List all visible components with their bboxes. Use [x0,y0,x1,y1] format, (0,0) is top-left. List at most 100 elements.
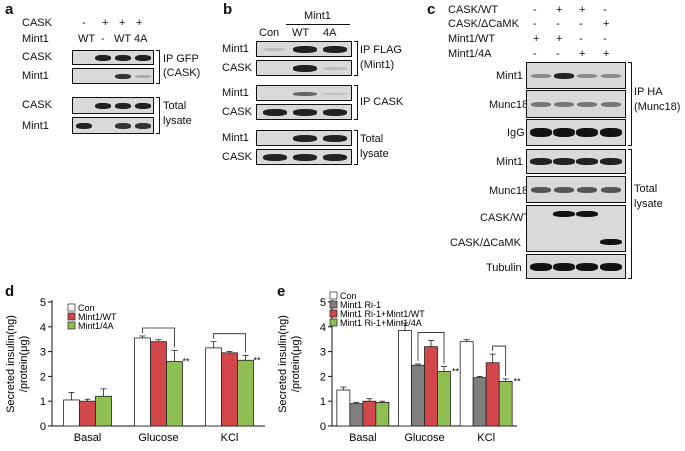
sign-c-r0-c3: - [603,4,607,16]
bracket-c-total [628,149,632,279]
blot-c-total-tubulin [526,254,626,279]
bracket-a-ip [156,50,160,84]
y-tick-label: 3 [320,347,326,359]
significance-bracket [417,332,445,364]
bar [398,330,412,427]
y-tick-label: 2 [320,371,326,383]
lane-wt: WT [292,27,310,39]
blot-c-total-mint1 [526,149,626,174]
bracket-b-flag [354,41,358,76]
blot-label-c7: CASK/ΔCaMK [450,237,521,249]
blot-label-b6: CASK [222,151,252,163]
x-tick-label: Basal [349,432,377,444]
lane-con: Con [259,27,280,39]
bar [336,389,351,427]
y-axis-label-sub: /protein(μg) [290,336,302,392]
legend-swatch [329,309,338,318]
sign-c-r2-c2: - [579,33,583,45]
sign-c-r3-c1: - [556,48,560,60]
bracket-b-cask [354,85,358,120]
sign-c-r3-c2: + [579,48,586,60]
significance-mark: ** [183,357,191,367]
bar [150,341,167,427]
sign-c-r1-c0: - [533,18,537,30]
x-tick-label: KCl [477,432,495,444]
blot-b-ipc-cask [256,104,352,120]
y-tick-label: 4 [320,322,326,334]
blot-label-b3: Mint1 [222,87,249,99]
ip-label-c-sub: (Munc18) [634,101,681,113]
sign-mint1-4: 4A [134,33,148,45]
x-tick-label: Basal [74,432,102,444]
sign-cask-2: + [102,17,109,29]
ip-label-c: IP HA [634,86,663,98]
y-axis-label: Secreted insulin(ng) [277,315,289,413]
blot-a-ip-cask [72,50,154,65]
blot-label-a1: CASK [22,51,52,63]
blot-c-total-munc18 [526,176,626,203]
y-tick-label: 1 [40,396,46,408]
blot-label-b2: CASK [222,62,252,74]
panel-label-d: d [5,283,15,300]
row-label-mint1: Mint1 [22,33,49,45]
blot-label-c5: Munc18 [489,185,529,197]
blot-label-a4: Mint1 [22,120,49,132]
blot-label-b1: Mint1 [222,43,249,55]
total-label-b-sub: lysate [360,148,389,160]
bar [95,395,112,427]
blot-a-ip-mint1 [72,68,154,84]
blot-a-total-cask [72,97,154,114]
group-header-line [286,24,350,25]
bar [472,377,487,427]
blot-label-c3: IgG [507,127,525,139]
bar [205,347,222,427]
blot-label-c6: CASK/WT [480,212,531,224]
panel-label-c: c [427,1,436,18]
row-label-cask-wt: CASK/WT [448,4,499,16]
y-tick-label: 0 [320,421,326,433]
legend-swatch [67,312,76,321]
bracket-a-total [156,97,160,134]
blot-label-c8: Tubulin [486,262,522,274]
ip-cask-label: IP CASK [360,96,404,108]
panel-label-b: b [223,1,233,18]
sign-cask-3: + [119,17,126,29]
y-tick-label: 2 [40,371,46,383]
blot-b-ip-cask [256,60,352,76]
row-label-mint1-wt: Mint1/WT [448,33,496,45]
legend-label: Mint1/4A [78,321,114,331]
y-tick-label: 5 [40,297,46,309]
x-tick-label: Glucose [138,432,178,444]
blot-c-total-casks [526,205,626,252]
legend-swatch [329,300,338,309]
blot-label-c4: Mint1 [496,156,523,168]
blot-b-total-mint1 [256,130,352,146]
blot-b-ipc-mint1 [256,85,352,101]
sign-cask-4: + [136,17,143,29]
legend-label: Con [340,291,357,301]
blot-c-ip-igg [526,119,626,146]
ip-label-a: IP GFP [163,53,199,65]
y-axis-label-sub: /protein(μg) [18,336,30,392]
bar [437,371,451,427]
y-tick-label: 5 [320,297,326,309]
sign-c-r3-c3: + [603,48,610,60]
significance-mark: ** [254,355,262,365]
blot-a-total-mint1 [72,117,154,134]
y-axis-label: Secreted insulin(ng) [5,315,17,413]
sign-c-r1-c1: - [556,18,560,30]
sign-cask-1: - [82,17,86,29]
y-tick-label: 0 [40,421,46,433]
bar [362,400,377,427]
ip-flag-label: IP FLAG [360,44,402,56]
bar [79,400,96,427]
sign-mint1-2: - [101,33,105,45]
legend-swatch [329,318,338,327]
sign-c-r2-c1: + [556,33,563,45]
blot-label-a3: CASK [22,99,52,111]
y-tick-label: 3 [40,347,46,359]
total-label-c: Total [634,183,658,195]
panel-label-a: a [5,1,14,18]
total-label-c-sub: lysate [634,198,663,210]
blot-label-b5: Mint1 [222,132,249,144]
